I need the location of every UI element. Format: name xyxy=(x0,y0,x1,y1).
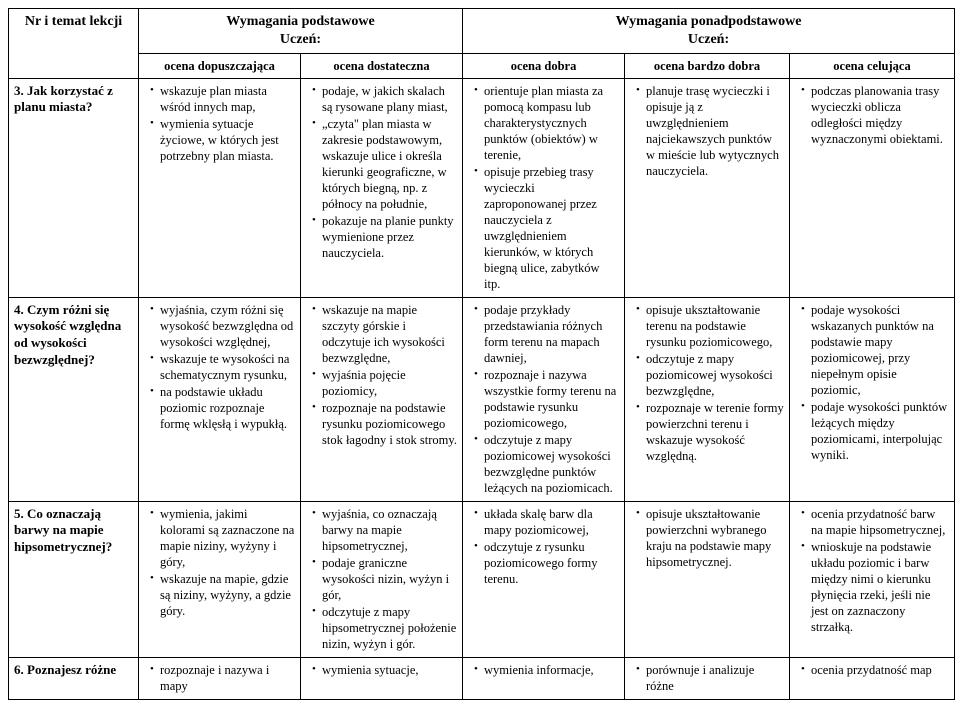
requirement-cell: wskazuje na mapie szczyty górskie i odcz… xyxy=(301,297,463,501)
requirement-list: wymienia informacje, xyxy=(468,662,619,678)
requirement-cell: orientuje plan miasta za pomocą kompasu … xyxy=(463,78,625,297)
requirement-cell: wskazuje plan miasta wśród innych map,wy… xyxy=(139,78,301,297)
header-grade-3: ocena dobra xyxy=(463,53,625,78)
requirement-list: wskazuje na mapie szczyty górskie i odcz… xyxy=(306,302,457,448)
requirement-cell: podaje wysokości wskazanych punktów na p… xyxy=(790,297,955,501)
requirement-list: rozpoznaje i nazywa i mapy xyxy=(144,662,295,694)
requirement-list: wymienia sytuacje, xyxy=(306,662,457,678)
requirement-item: odczytuje z mapy hipsometrycznej położen… xyxy=(315,604,457,652)
requirement-item: ocenia przydatność barw na mapie hipsome… xyxy=(804,506,949,538)
requirement-item: rozpoznaje i nazywa i mapy xyxy=(153,662,295,694)
requirement-cell: rozpoznaje i nazywa i mapy xyxy=(139,657,301,699)
requirement-list: wskazuje plan miasta wśród innych map,wy… xyxy=(144,83,295,164)
requirement-item: na podstawie układu poziomic rozpoznaje … xyxy=(153,384,295,432)
requirement-item: wymienia sytuacje życiowe, w których jes… xyxy=(153,116,295,164)
requirement-item: wyjaśnia, co oznaczają barwy na mapie hi… xyxy=(315,506,457,554)
lesson-topic: 4. Czym różni się wysokość względna od w… xyxy=(9,297,139,501)
requirement-item: rozpoznaje i nazywa wszystkie formy tere… xyxy=(477,367,619,431)
requirement-item: wskazuje na mapie, gdzie są niziny, wyży… xyxy=(153,571,295,619)
requirement-cell: wymienia informacje, xyxy=(463,657,625,699)
requirement-item: podaje, w jakich skalach są rysowane pla… xyxy=(315,83,457,115)
requirement-list: ocenia przydatność map xyxy=(795,662,949,678)
requirement-list: podaje przykłady przedstawiania różnych … xyxy=(468,302,619,496)
requirement-item: opisuje przebieg trasy wycieczki zapropo… xyxy=(477,164,619,292)
requirement-item: odczytuje z rysunku poziomicowego formy … xyxy=(477,539,619,587)
requirement-cell: wyjaśnia, co oznaczają barwy na mapie hi… xyxy=(301,501,463,657)
requirement-list: podaje, w jakich skalach są rysowane pla… xyxy=(306,83,457,261)
requirement-item: odczytuje z mapy poziomicowej wysokości … xyxy=(639,351,784,399)
requirement-item: podaje wysokości wskazanych punktów na p… xyxy=(804,302,949,398)
requirement-list: podaje wysokości wskazanych punktów na p… xyxy=(795,302,949,463)
requirement-item: wyjaśnia pojęcie poziomicy, xyxy=(315,367,457,399)
requirement-list: wymienia, jakimi kolorami są zaznaczone … xyxy=(144,506,295,619)
header-advanced: Wymagania ponadpodstawoweUczeń: xyxy=(463,9,955,54)
requirements-table: Nr i temat lekcji Wymagania podstawoweUc… xyxy=(8,8,955,700)
requirement-list: ocenia przydatność barw na mapie hipsome… xyxy=(795,506,949,635)
requirement-cell: planuje trasę wycieczki i opisuje ją z u… xyxy=(625,78,790,297)
header-grade-2: ocena dostateczna xyxy=(301,53,463,78)
requirement-item: orientuje plan miasta za pomocą kompasu … xyxy=(477,83,619,163)
requirement-list: opisuje ukształtowanie terenu na podstaw… xyxy=(630,302,784,464)
requirement-item: podczas planowania trasy wycieczki oblic… xyxy=(804,83,949,147)
requirement-cell: opisuje ukształtowanie terenu na podstaw… xyxy=(625,297,790,501)
requirement-item: ocenia przydatność map xyxy=(804,662,949,678)
requirement-item: podaje wysokości punktów leżących między… xyxy=(804,399,949,463)
requirement-cell: wymienia sytuacje, xyxy=(301,657,463,699)
table-row: 5. Co oznaczają barwy na mapie hipsometr… xyxy=(9,501,955,657)
header-grade-1: ocena dopuszczająca xyxy=(139,53,301,78)
header-grade-5: ocena celująca xyxy=(790,53,955,78)
requirement-item: podaje przykłady przedstawiania różnych … xyxy=(477,302,619,366)
table-row: 4. Czym różni się wysokość względna od w… xyxy=(9,297,955,501)
requirement-item: planuje trasę wycieczki i opisuje ją z u… xyxy=(639,83,784,179)
requirement-list: podczas planowania trasy wycieczki oblic… xyxy=(795,83,949,147)
requirement-item: wymienia informacje, xyxy=(477,662,619,678)
requirement-cell: opisuje ukształtowanie powierzchni wybra… xyxy=(625,501,790,657)
table-row: 6. Poznajesz różne rozpoznaje i nazywa i … xyxy=(9,657,955,699)
requirement-item: opisuje ukształtowanie powierzchni wybra… xyxy=(639,506,784,570)
requirement-cell: wymienia, jakimi kolorami są zaznaczone … xyxy=(139,501,301,657)
requirement-item: rozpoznaje w terenie formy powierzchni t… xyxy=(639,400,784,464)
requirement-cell: wyjaśnia, czym różni się wysokość bezwzg… xyxy=(139,297,301,501)
requirement-item: wskazuje plan miasta wśród innych map, xyxy=(153,83,295,115)
requirement-list: planuje trasę wycieczki i opisuje ją z u… xyxy=(630,83,784,179)
requirement-item: wymienia sytuacje, xyxy=(315,662,457,678)
requirement-list: porównuje i analizuje różne xyxy=(630,662,784,694)
requirement-list: wyjaśnia, czym różni się wysokość bezwzg… xyxy=(144,302,295,432)
requirement-cell: ocenia przydatność map xyxy=(790,657,955,699)
requirement-cell: porównuje i analizuje różne xyxy=(625,657,790,699)
requirement-item: pokazuje na planie punkty wymienione prz… xyxy=(315,213,457,261)
lesson-topic: 5. Co oznaczają barwy na mapie hipsometr… xyxy=(9,501,139,657)
header-topic: Nr i temat lekcji xyxy=(9,9,139,79)
requirement-item: opisuje ukształtowanie terenu na podstaw… xyxy=(639,302,784,350)
requirement-list: układa skalę barw dla mapy poziomicowej,… xyxy=(468,506,619,587)
header-basic: Wymagania podstawoweUczeń: xyxy=(139,9,463,54)
requirement-cell: podaje przykłady przedstawiania różnych … xyxy=(463,297,625,501)
requirement-item: układa skalę barw dla mapy poziomicowej, xyxy=(477,506,619,538)
requirement-item: wskazuje te wysokości na schematycznym r… xyxy=(153,351,295,383)
requirement-item: porównuje i analizuje różne xyxy=(639,662,784,694)
requirement-list: wyjaśnia, co oznaczają barwy na mapie hi… xyxy=(306,506,457,652)
requirement-item: wnioskuje na podstawie układu poziomic i… xyxy=(804,539,949,635)
requirement-cell: podczas planowania trasy wycieczki oblic… xyxy=(790,78,955,297)
header-grade-4: ocena bardzo dobra xyxy=(625,53,790,78)
requirement-list: opisuje ukształtowanie powierzchni wybra… xyxy=(630,506,784,570)
table-row: 3. Jak korzystać z planu miasta?wskazuje… xyxy=(9,78,955,297)
requirement-cell: podaje, w jakich skalach są rysowane pla… xyxy=(301,78,463,297)
requirement-item: odczytuje z mapy poziomicowej wysokości … xyxy=(477,432,619,496)
lesson-topic: 3. Jak korzystać z planu miasta? xyxy=(9,78,139,297)
requirement-item: rozpoznaje na podstawie rysunku poziomic… xyxy=(315,400,457,448)
requirement-item: „czyta" plan miasta w zakresie podstawow… xyxy=(315,116,457,212)
requirement-cell: ocenia przydatność barw na mapie hipsome… xyxy=(790,501,955,657)
requirement-item: wskazuje na mapie szczyty górskie i odcz… xyxy=(315,302,457,366)
requirement-item: wyjaśnia, czym różni się wysokość bezwzg… xyxy=(153,302,295,350)
requirement-cell: układa skalę barw dla mapy poziomicowej,… xyxy=(463,501,625,657)
requirement-item: wymienia, jakimi kolorami są zaznaczone … xyxy=(153,506,295,570)
requirement-item: podaje graniczne wysokości nizin, wyżyn … xyxy=(315,555,457,603)
requirement-list: orientuje plan miasta za pomocą kompasu … xyxy=(468,83,619,292)
lesson-topic: 6. Poznajesz różne xyxy=(9,657,139,699)
